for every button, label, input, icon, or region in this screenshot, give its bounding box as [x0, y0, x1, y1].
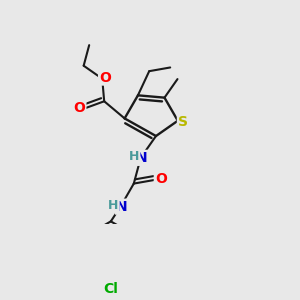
Text: O: O [74, 101, 86, 115]
Text: O: O [155, 172, 167, 186]
Text: H: H [108, 199, 119, 212]
Text: O: O [99, 70, 111, 85]
Text: S: S [178, 115, 188, 129]
Text: H: H [129, 150, 140, 163]
Text: Cl: Cl [103, 282, 118, 296]
Text: N: N [116, 200, 127, 214]
Text: N: N [136, 151, 148, 165]
